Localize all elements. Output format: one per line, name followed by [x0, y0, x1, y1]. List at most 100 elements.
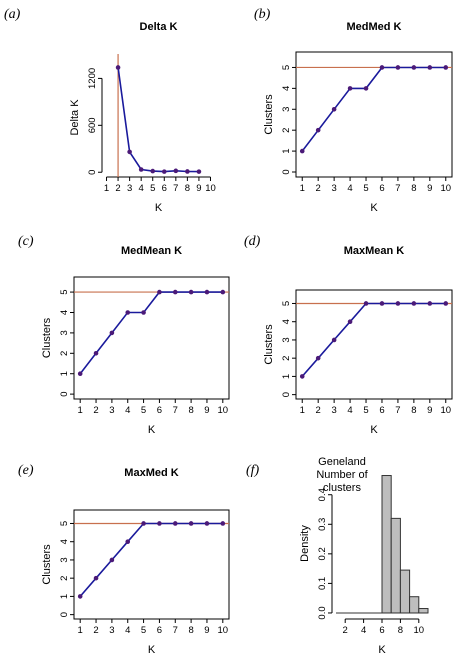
- chart-title: MedMean K: [121, 245, 182, 257]
- y-tick-label: 600: [87, 117, 98, 133]
- annotation-line: clusters: [323, 482, 361, 494]
- data-point: [161, 169, 167, 174]
- x-tick-label: 4: [361, 625, 366, 636]
- x-tick-label: 1: [300, 405, 305, 416]
- x-tick-label: 3: [109, 405, 114, 416]
- x-axis-label: K: [148, 424, 156, 436]
- x-tick-label: 5: [141, 625, 146, 636]
- y-tick-label: 5: [59, 289, 70, 294]
- x-tick-label: 3: [331, 405, 336, 416]
- data-point: [220, 521, 226, 526]
- x-axis-label: K: [370, 424, 378, 436]
- data-point: [379, 65, 385, 70]
- x-tick-label: 1: [300, 183, 305, 194]
- data-point: [443, 301, 449, 306]
- data-point: [315, 127, 321, 133]
- y-axis-label: Clusters: [263, 324, 275, 365]
- plot-frame: [295, 51, 453, 178]
- plot-frame: [73, 276, 230, 400]
- series-line: [301, 66, 446, 152]
- data-point: [411, 65, 417, 70]
- x-tick-label: 8: [411, 183, 416, 194]
- y-tick-label: 2: [59, 576, 70, 581]
- x-tick-label: 6: [162, 183, 167, 194]
- x-tick-label: 6: [379, 183, 384, 194]
- data-point: [331, 337, 337, 343]
- x-tick-label: 5: [363, 405, 368, 416]
- x-tick-label: 4: [139, 183, 144, 194]
- data-point: [93, 575, 99, 581]
- x-tick-label: 4: [125, 625, 130, 636]
- data-point: [125, 539, 131, 545]
- x-axis-label: K: [378, 644, 386, 656]
- x-tick-label: 8: [398, 625, 403, 636]
- x-tick-label: 8: [188, 405, 193, 416]
- data-point: [157, 521, 162, 526]
- data-point: [443, 65, 449, 70]
- x-axis-label: K: [155, 202, 163, 214]
- y-tick-label: 3: [59, 330, 70, 335]
- y-tick-label: 0.2: [317, 547, 328, 560]
- x-tick-label: 1: [78, 625, 83, 636]
- data-point: [196, 169, 202, 174]
- y-tick-label: 4: [281, 319, 292, 324]
- data-point: [185, 169, 190, 174]
- data-point: [347, 86, 353, 91]
- y-tick-label: 1: [59, 371, 70, 376]
- x-tick-label: 2: [316, 183, 321, 194]
- y-tick-label: 1: [281, 148, 292, 153]
- panel-letter: (c): [18, 234, 34, 249]
- y-tick-label: 1: [59, 594, 70, 599]
- panel-letter: (b): [254, 7, 271, 22]
- x-tick-label: 7: [173, 183, 178, 194]
- x-tick-label: 5: [150, 183, 155, 194]
- x-tick-label: 6: [157, 405, 162, 416]
- x-tick-label: 9: [204, 625, 209, 636]
- data-point: [77, 594, 83, 599]
- x-tick-label: 5: [363, 183, 368, 194]
- data-point: [427, 301, 433, 306]
- x-tick-label: 7: [395, 405, 400, 416]
- data-point: [77, 371, 83, 377]
- data-point: [363, 301, 369, 306]
- data-point: [427, 65, 433, 70]
- series-line: [117, 67, 199, 173]
- x-axis-label: K: [370, 202, 378, 214]
- x-tick-label: 10: [440, 183, 451, 194]
- x-tick-label: 2: [93, 625, 98, 636]
- data-point: [109, 330, 115, 336]
- x-tick-label: 8: [188, 625, 193, 636]
- y-tick-label: 0: [281, 392, 292, 397]
- y-tick-label: 0.4: [317, 488, 328, 501]
- data-point: [141, 521, 146, 526]
- plot-frame: [295, 289, 453, 400]
- x-tick-label: 6: [379, 405, 384, 416]
- x-tick-label: 10: [414, 625, 425, 636]
- data-point: [157, 289, 162, 295]
- x-tick-label: 1: [104, 183, 109, 194]
- series-line: [79, 522, 223, 597]
- data-point: [115, 65, 121, 70]
- histogram-bar: [409, 596, 420, 614]
- x-tick-label: 3: [109, 625, 114, 636]
- data-point: [150, 168, 156, 174]
- y-tick-label: 4: [281, 86, 292, 91]
- y-tick-label: 2: [281, 128, 292, 133]
- data-point: [379, 301, 385, 306]
- x-tick-label: 3: [127, 183, 132, 194]
- x-tick-label: 8: [411, 405, 416, 416]
- y-tick-label: 1: [281, 374, 292, 379]
- data-point: [188, 289, 194, 295]
- y-tick-label: 0: [59, 391, 70, 396]
- data-point: [395, 301, 401, 306]
- y-axis-label: Density: [299, 525, 311, 562]
- y-tick-label: 0.3: [317, 518, 328, 531]
- histogram-bar: [399, 569, 411, 614]
- x-tick-label: 4: [347, 405, 352, 416]
- data-point: [347, 319, 353, 325]
- x-tick-label: 10: [205, 183, 216, 194]
- x-tick-label: 4: [125, 405, 130, 416]
- y-tick-label: 4: [59, 310, 70, 315]
